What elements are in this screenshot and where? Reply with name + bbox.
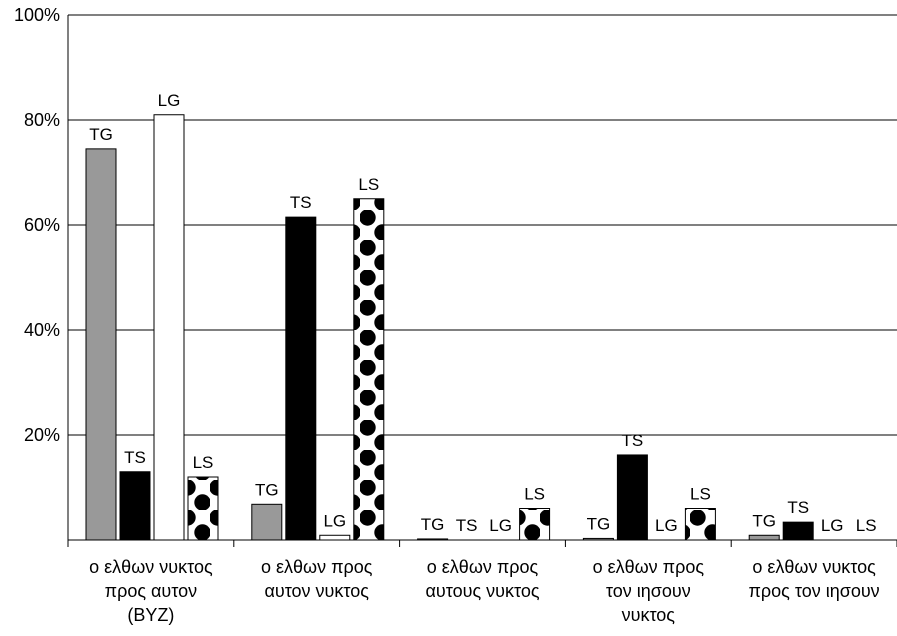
y-tick-label: 100%: [14, 5, 60, 25]
bar-lg: [153, 114, 185, 541]
bar-tg: [85, 148, 117, 541]
y-axis-ticks: 20% 40% 60% 80% 100%: [14, 5, 60, 445]
bar-label-ls: LS: [193, 453, 214, 472]
bar-label-tg: TG: [752, 511, 776, 530]
bar-label-ls: LS: [690, 485, 711, 504]
bar-label-ls: LS: [358, 175, 379, 194]
bar-label-ts: TS: [290, 193, 312, 212]
bar-labels: TG TG TG TG TG TS TS TS TS TS LG LG LG LG LG LS LS LS LS LS: [89, 91, 876, 535]
bar-ls: [519, 508, 551, 541]
bar-label-tg: TG: [587, 514, 611, 533]
bar-tg: [417, 538, 449, 541]
y-tick-label: 60%: [24, 215, 60, 235]
x-axis-category-labels: ο ελθων νυκτος προς αυτον (BYZ) ο ελθων προ…: [89, 557, 880, 625]
bar-lg: [319, 534, 351, 541]
bar-ts: [285, 216, 317, 541]
bar-label-tg: TG: [89, 125, 113, 144]
bar-label-tg: TG: [255, 480, 279, 499]
bar-ts: [616, 454, 648, 541]
x-category-label: ο ελθων νυκτος προς αυτον (BYZ): [89, 557, 213, 625]
x-category-label: ο ελθων νυκτος προς τον ιησουν: [749, 557, 880, 601]
x-category-label: ο ελθων προς αυτον νυκτος: [261, 557, 373, 601]
bar-label-tg: TG: [421, 515, 445, 534]
bar-label-lg: LG: [158, 91, 181, 110]
x-category-label: ο ελθων προς αυτους νυκτος: [425, 557, 539, 601]
bar-label-lg: LG: [821, 516, 844, 535]
y-tick-label: 40%: [24, 320, 60, 340]
bar-label-lg: LG: [655, 516, 678, 535]
y-tick-label: 20%: [24, 425, 60, 445]
bar-tg: [748, 534, 780, 541]
x-category-label: ο ελθων προς τον ιησουν νυκτος: [593, 557, 705, 625]
y-tick-label: 80%: [24, 110, 60, 130]
bar-label-ts: TS: [124, 448, 146, 467]
bar-label-lg: LG: [489, 516, 512, 535]
bars: [85, 114, 814, 541]
bar-label-ts: TS: [456, 516, 478, 535]
bar-label-ls: LS: [856, 516, 877, 535]
bar-label-ts: TS: [787, 498, 809, 517]
bar-ts: [119, 471, 151, 541]
bar-ls: [353, 198, 385, 541]
bar-label-lg: LG: [323, 511, 346, 530]
bar-tg: [582, 537, 614, 541]
bar-label-ts: TS: [622, 431, 644, 450]
bar-ts: [782, 521, 814, 541]
bar-label-ls: LS: [524, 485, 545, 504]
grid-lines: [68, 14, 897, 436]
bar-ls: [684, 508, 716, 541]
bar-ls: [187, 476, 219, 541]
bar-tg: [251, 503, 283, 541]
